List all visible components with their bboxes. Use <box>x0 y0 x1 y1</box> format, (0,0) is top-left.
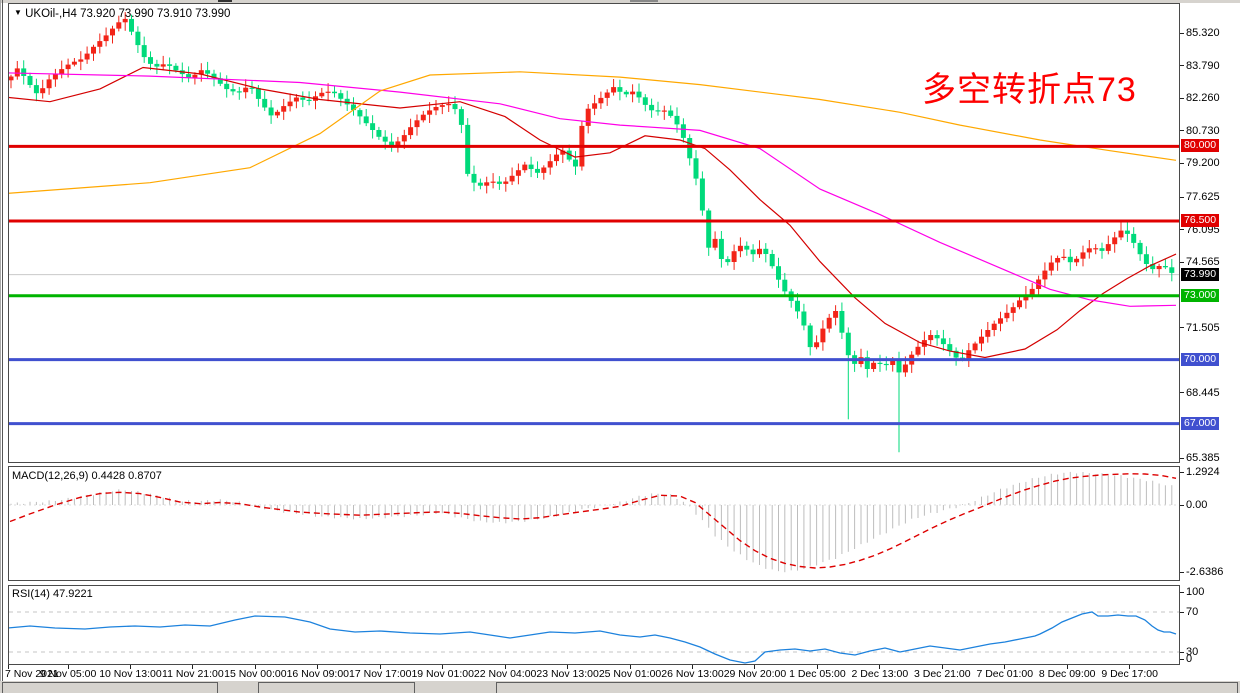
time-tick <box>816 665 818 669</box>
rsi-tick <box>1180 651 1184 653</box>
macd-tick <box>1180 471 1184 473</box>
time-tick <box>254 665 256 669</box>
price-level-tag: 70.000 <box>1181 352 1220 366</box>
time-tick <box>442 665 444 669</box>
bottom-tab-strip <box>0 681 1240 693</box>
date-label: 25 Nov 01:00 <box>598 668 662 680</box>
price-tick <box>1180 162 1184 164</box>
price-tick-label: 85.320 <box>1186 27 1220 39</box>
date-label: 22 Nov 04:00 <box>473 668 537 680</box>
price-tick-label: 65.385 <box>1186 452 1220 464</box>
time-tick <box>941 665 943 669</box>
price-level-tag: 73.000 <box>1181 288 1220 302</box>
price-tick <box>1180 32 1184 34</box>
date-label: 7 Nov 2021 <box>5 668 59 680</box>
price-tick <box>1180 261 1184 263</box>
rsi-tick <box>1180 591 1184 593</box>
rsi-axis-label: 70 <box>1186 606 1199 618</box>
macd-header: MACD(12,26,9) 0.4428 0.8707 <box>12 470 162 482</box>
rsi-tick <box>1180 611 1184 613</box>
time-tick <box>692 665 693 669</box>
date-label: 7 Dec 01:00 <box>976 668 1034 680</box>
date-label: 19 Nov 01:00 <box>411 668 474 680</box>
bottom-tab[interactable] <box>496 682 1238 693</box>
price-level-tag: 73.990 <box>1181 267 1220 281</box>
rsi-axis-label: 0 <box>1186 653 1193 665</box>
price-tick <box>1180 130 1184 132</box>
time-tick <box>1004 665 1006 669</box>
price-tick <box>1180 392 1184 394</box>
symbol-ohlc-text: UKOil-,H4 73.920 73.990 73.910 73.990 <box>25 8 231 20</box>
macd-panel[interactable] <box>8 466 1180 581</box>
time-tick <box>1066 665 1068 669</box>
time-tick <box>67 665 69 669</box>
time-tick <box>379 665 381 669</box>
date-label: 9 Nov 05:00 <box>39 668 97 680</box>
time-tick <box>1129 665 1131 669</box>
time-tick <box>504 665 506 669</box>
annotation-text[interactable]: 多空转折点73 <box>922 71 1137 109</box>
time-tick <box>129 665 131 669</box>
price-tick-label: 71.505 <box>1186 321 1220 334</box>
window-chrome-mark <box>218 0 232 2</box>
price-tick-label: 74.565 <box>1186 256 1220 269</box>
date-label: 23 Nov 13:00 <box>536 668 599 680</box>
time-tick <box>317 665 319 669</box>
macd-tick <box>1180 571 1184 573</box>
rsi-header: RSI(14) 47.9221 <box>12 588 93 600</box>
window-left-border <box>2 0 3 693</box>
date-label: 10 Nov 13:00 <box>99 668 162 680</box>
rsi-axis-label: 100 <box>1186 586 1205 598</box>
price-tick-label: 79.200 <box>1186 157 1220 170</box>
time-tick <box>879 665 881 669</box>
date-label: 9 Dec 17:00 <box>1101 668 1158 680</box>
price-tick <box>1180 97 1184 99</box>
symbol-ohlc-header: ▼ UKOil-,H4 73.920 73.990 73.910 73.990 <box>14 8 230 20</box>
date-label: 1 Dec 05:00 <box>789 668 846 680</box>
macd-axis-label: -2.6386 <box>1186 566 1224 579</box>
date-label: 29 Nov 20:00 <box>723 668 787 680</box>
price-level-tag: 80.000 <box>1181 139 1220 153</box>
date-label: 3 Dec 21:00 <box>913 668 971 680</box>
rsi-panel[interactable] <box>8 585 1180 665</box>
price-tick-label: 76.095 <box>1186 223 1220 236</box>
macd-axis-label: 0.00 <box>1186 499 1208 511</box>
price-level-tag: 76.500 <box>1181 214 1220 228</box>
time-tick <box>567 665 569 669</box>
price-tick <box>1180 65 1184 67</box>
time-tick <box>629 665 631 669</box>
price-tick <box>1180 327 1184 329</box>
window-left-edge <box>0 0 1 693</box>
time-tick <box>754 665 756 669</box>
collapse-arrow-icon[interactable]: ▼ <box>14 8 22 17</box>
date-label: 15 Nov 00:00 <box>224 668 287 680</box>
price-tick <box>1180 229 1184 231</box>
window-chrome-box <box>630 0 658 2</box>
date-label: 2 Dec 13:00 <box>851 668 909 680</box>
price-tick-label: 82.260 <box>1186 92 1220 105</box>
rsi-axis-label: 30 <box>1186 646 1199 658</box>
date-label: 8 Dec 09:00 <box>1038 668 1096 680</box>
rsi-tick <box>1180 658 1184 660</box>
price-level-tag: 67.000 <box>1181 416 1220 430</box>
macd-tick <box>1180 504 1184 506</box>
price-tick-label: 68.445 <box>1186 386 1220 399</box>
window-top-strip <box>0 0 1240 3</box>
macd-axis-label: 1.2924 <box>1186 466 1220 479</box>
price-tick-label: 77.625 <box>1186 191 1220 204</box>
price-tick <box>1180 457 1184 459</box>
price-tick-label: 80.730 <box>1186 124 1220 137</box>
price-tick-label: 83.790 <box>1186 59 1220 72</box>
time-tick <box>192 665 194 669</box>
date-label: 16 Nov 09:00 <box>286 668 350 680</box>
bottom-tab[interactable] <box>258 682 415 693</box>
time-tick <box>7 665 9 669</box>
date-label: 11 Nov 21:00 <box>162 668 224 680</box>
price-tick <box>1180 196 1184 198</box>
bottom-tab[interactable] <box>2 682 218 693</box>
date-label: 26 Nov 13:00 <box>661 668 724 680</box>
date-label: 17 Nov 17:00 <box>349 668 412 680</box>
